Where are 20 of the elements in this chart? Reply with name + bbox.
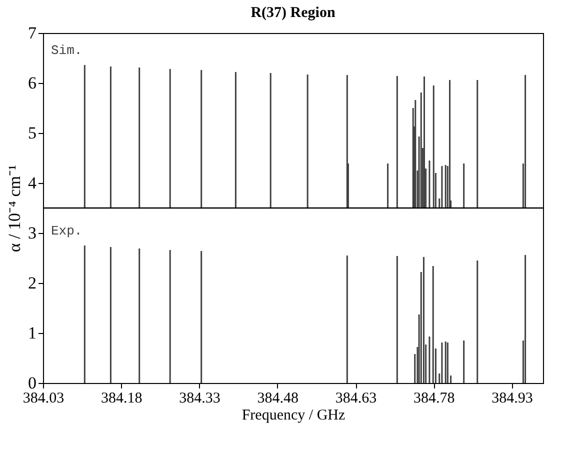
y-tick-label: 2 [28, 274, 36, 292]
y-tick-label: 7 [28, 24, 37, 42]
y-tick-label: 5 [28, 124, 36, 142]
y-axis-title: α / 10⁻⁴ cm⁻¹ [5, 164, 24, 252]
x-tick-label: 384.33 [179, 390, 220, 406]
y-tick-label: 0 [28, 374, 36, 392]
chart-title: R(37) Region [250, 5, 336, 21]
x-tick-label: 384.78 [414, 390, 455, 406]
y-tick-label: 3 [28, 224, 36, 242]
x-axis-title: Frequency / GHz [242, 408, 346, 424]
x-tick-label: 384.93 [492, 390, 533, 406]
x-tick-label: 384.18 [101, 390, 142, 406]
series-label: Exp. [51, 224, 82, 238]
x-tick-label: 384.03 [22, 390, 64, 406]
series-label: Sim. [51, 43, 82, 58]
x-tick-label: 384.48 [257, 390, 298, 406]
y-tick-label: 6 [28, 74, 36, 92]
x-tick-label: 384.63 [335, 390, 377, 406]
y-tick-label: 4 [28, 174, 37, 192]
y-tick-label: 1 [28, 324, 36, 342]
